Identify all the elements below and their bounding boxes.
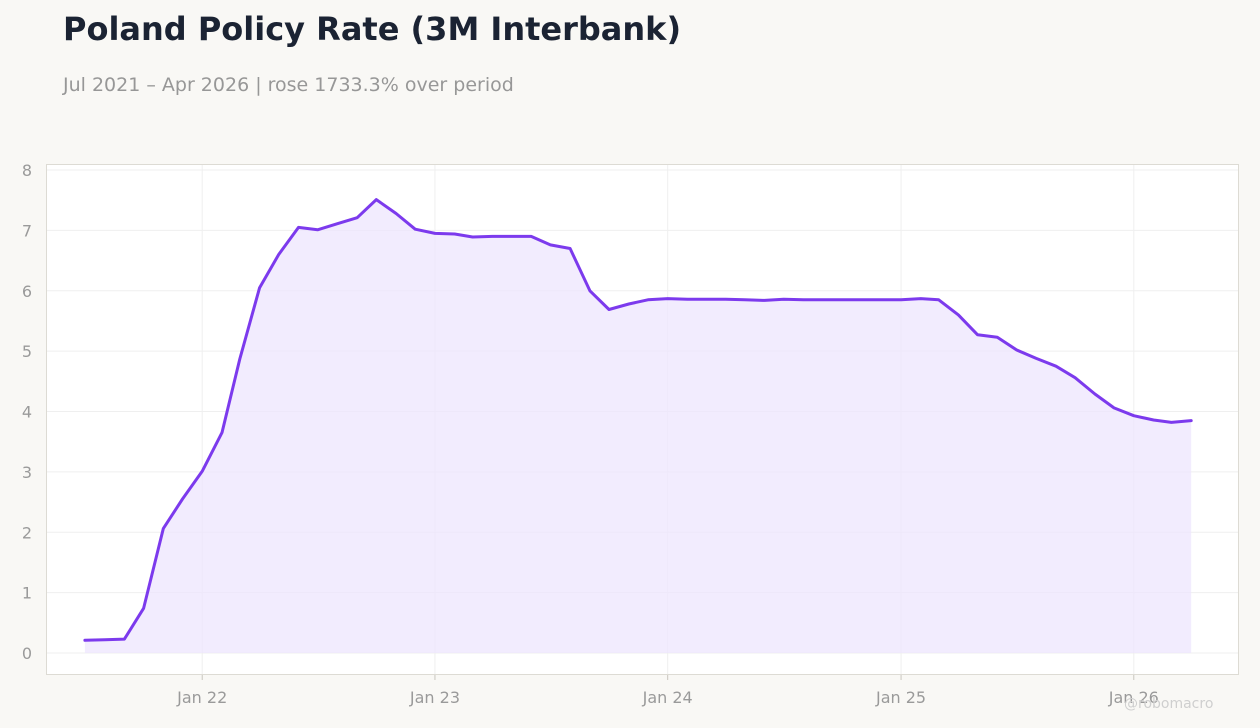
y-tick-label: 2: [22, 523, 32, 542]
data-point: [822, 299, 824, 301]
data-point: [239, 358, 241, 360]
data-point: [511, 235, 513, 237]
data-point: [687, 298, 689, 300]
data-point: [608, 309, 610, 311]
series-line: [83, 198, 1193, 642]
data-point: [1016, 349, 1018, 351]
chart-title: Poland Policy Rate (3M Interbank): [63, 10, 682, 48]
watermark: @robomacro: [1124, 696, 1214, 712]
data-point: [1094, 393, 1096, 395]
data-point: [900, 299, 902, 301]
x-tick-label: Jan 26: [1108, 688, 1159, 707]
data-point: [143, 607, 145, 609]
data-point: [298, 226, 300, 228]
y-axis: 0 1 2 3 4 5 6 7 8: [22, 161, 32, 663]
data-point: [317, 229, 319, 231]
data-point: [996, 336, 998, 338]
data-point: [395, 213, 397, 215]
data-point: [162, 528, 164, 530]
line-layer: [83, 198, 1193, 642]
data-point: [491, 235, 493, 237]
y-tick-label: 1: [22, 584, 32, 603]
data-point: [414, 228, 416, 230]
data-point: [977, 334, 979, 336]
y-tick-label: 6: [22, 282, 32, 301]
data-point: [783, 298, 785, 300]
data-point: [725, 298, 727, 300]
area-layer: [84, 199, 1192, 653]
y-tick-label: 0: [22, 644, 32, 663]
data-point: [647, 299, 649, 301]
y-tick-label: 4: [22, 403, 32, 422]
data-point: [123, 638, 125, 640]
data-point: [628, 303, 630, 305]
y-tick-label: 5: [22, 342, 32, 361]
data-point: [841, 299, 843, 301]
data-point: [705, 298, 707, 300]
plot-frame: [46, 164, 1239, 675]
data-point: [104, 639, 106, 641]
data-point: [201, 470, 203, 472]
data-point: [259, 287, 261, 289]
x-axis: Jan 22 Jan 23 Jan 24 Jan 25 Jan 26: [176, 675, 1159, 707]
data-point: [1170, 421, 1172, 423]
y-tick-label: 3: [22, 463, 32, 482]
data-point: [434, 232, 436, 234]
data-point: [744, 299, 746, 301]
data-point: [356, 217, 358, 219]
data-point: [549, 244, 551, 246]
data-point: [530, 235, 532, 237]
data-point: [764, 299, 766, 301]
x-tick-label: Jan 25: [875, 688, 926, 707]
data-point: [1055, 365, 1057, 367]
series-area: [84, 199, 1192, 653]
data-point: [454, 233, 456, 235]
data-point: [375, 199, 377, 201]
data-point: [1074, 377, 1076, 379]
data-point: [861, 299, 863, 301]
data-point: [221, 432, 223, 434]
data-point: [920, 298, 922, 300]
data-point: [803, 299, 805, 301]
x-tick-label: Jan 22: [176, 688, 227, 707]
data-point: [182, 498, 184, 500]
x-tick-label: Jan 24: [642, 688, 693, 707]
data-point: [1035, 357, 1037, 359]
y-tick-label: 7: [22, 221, 32, 240]
data-point: [1113, 407, 1115, 409]
x-tick-label: Jan 23: [409, 688, 460, 707]
data-point: [84, 639, 86, 641]
data-point: [589, 290, 591, 292]
data-point: [1153, 419, 1155, 421]
data-point: [1133, 415, 1135, 417]
data-point: [569, 248, 571, 250]
data-point: [667, 298, 669, 300]
chart-subtitle: Jul 2021 – Apr 2026 | rose 1733.3% over …: [63, 74, 514, 96]
data-point: [957, 314, 959, 316]
data-point: [1190, 420, 1192, 422]
data-point: [880, 299, 882, 301]
data-point: [336, 223, 338, 225]
data-point: [938, 299, 940, 301]
data-point: [472, 236, 474, 238]
y-tick-label: 8: [22, 161, 32, 180]
data-point: [278, 254, 280, 256]
